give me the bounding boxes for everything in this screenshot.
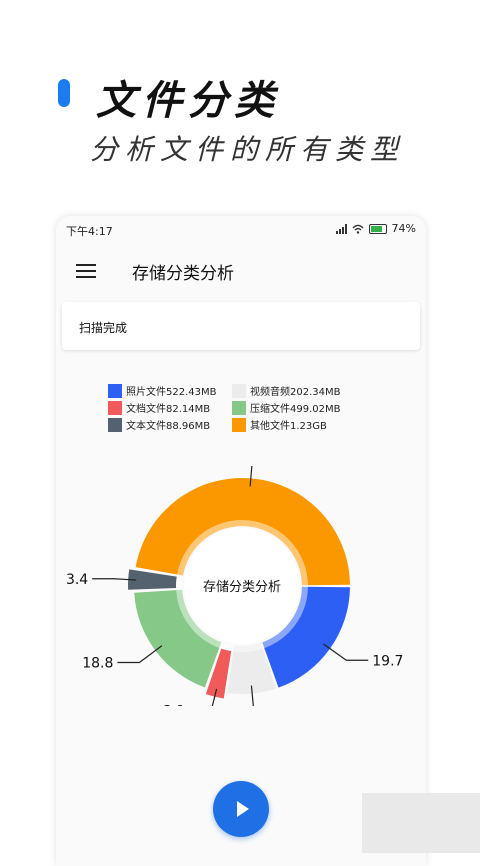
legend-label: 其他文件1.23GB (250, 421, 327, 432)
battery-icon (368, 223, 387, 234)
legend-item: 压缩文件499.02MB (232, 400, 340, 415)
app-bar: 存储分类分析 (56, 250, 426, 294)
legend-label: 压缩文件499.02MB (250, 404, 341, 415)
leader-line (211, 688, 218, 706)
legend-item: 照片文件522.43MB (108, 383, 216, 398)
leader-line (323, 643, 369, 661)
legend-swatch (108, 417, 122, 432)
legend-item: 视频音频202.34MB (232, 383, 340, 398)
inner-ring (176, 520, 308, 652)
legend-swatch (232, 383, 246, 398)
app-title: 存储分类分析 (132, 264, 234, 284)
pie-slice (205, 648, 232, 699)
legend-label: 文档文件82.14MB (126, 404, 211, 415)
scan-status-text: 扫描完成 (79, 321, 128, 335)
leader-line (117, 645, 163, 664)
center-label: 存储分类分析 (203, 580, 281, 595)
menu-icon[interactable] (76, 264, 96, 278)
promo-accent-bar (58, 79, 70, 107)
leader-line (249, 466, 253, 487)
pie-slice (135, 478, 350, 586)
legend-item: 文档文件82.14MB (108, 400, 210, 415)
legend-item: 文本文件88.96MB (108, 417, 210, 432)
leader-line (92, 578, 137, 581)
legend-swatch (108, 400, 122, 415)
data-label: 3.4 (66, 572, 88, 588)
pie-slice (227, 642, 277, 694)
data-label: 18.8 (82, 656, 113, 672)
leader-line (250, 685, 254, 706)
legend-swatch (232, 417, 246, 432)
data-label: 47.4 (278, 466, 309, 467)
play-button[interactable] (213, 781, 269, 837)
wifi-icon (352, 224, 364, 234)
scan-status-card: 扫描完成 (62, 302, 420, 350)
promo-subtitle: 分析文件的所有类型 (90, 133, 406, 166)
battery-level: 74% (391, 222, 416, 235)
promo-title: 文件分类 (96, 77, 280, 124)
phone-screen: 下午4:17 74% 存储分类分析 扫描完成 照片文件522.43MB 视频音频2… (56, 216, 426, 866)
corner-decoration (362, 793, 480, 853)
legend-label: 照片文件522.43MB (126, 387, 217, 398)
status-time: 下午4:17 (66, 225, 113, 238)
signal-icon (335, 223, 347, 234)
play-icon (237, 801, 249, 817)
legend-item: 其他文件1.23GB (232, 417, 327, 432)
legend-swatch (108, 383, 122, 398)
legend-label: 文本文件88.96MB (126, 421, 211, 432)
status-icons: 74% (335, 222, 416, 235)
status-bar: 下午4:17 74% (56, 216, 426, 242)
legend-swatch (232, 400, 246, 415)
donut-hole (184, 528, 300, 644)
pie-slice (128, 569, 177, 590)
pie-slice (134, 589, 222, 688)
data-label: 19.7 (372, 653, 403, 669)
pie-slice (262, 586, 350, 688)
legend-label: 视频音频202.34MB (250, 387, 341, 398)
data-label: 3.1 (163, 703, 185, 706)
